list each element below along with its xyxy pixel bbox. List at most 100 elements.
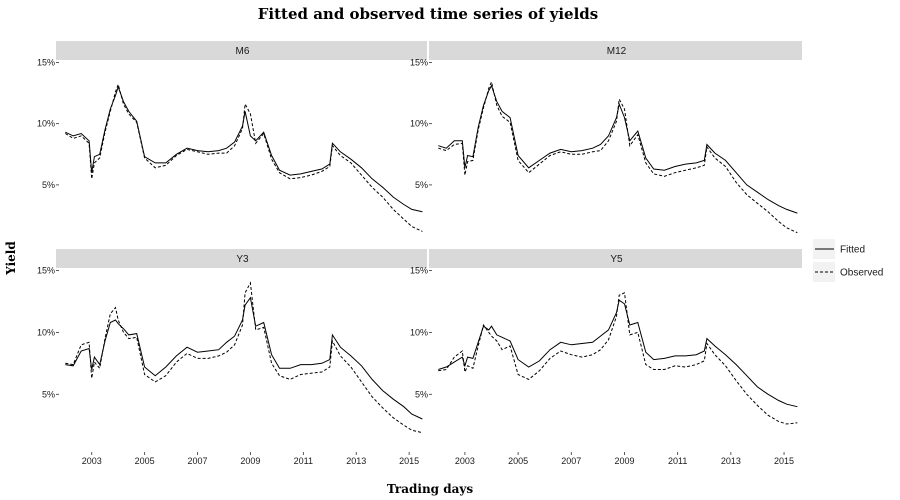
y-tick-label-y3-1: 10%	[37, 327, 55, 337]
data-point-y5-observed-13	[510, 345, 511, 346]
data-point-m12-fitted-37	[714, 153, 715, 154]
data-point-m12-observed-8	[483, 107, 484, 108]
data-point-y5-fitted-24	[616, 312, 617, 313]
data-point-y3-fitted-34	[321, 363, 322, 364]
series-line-y3-fitted	[65, 296, 423, 420]
data-point-m6-observed-32	[300, 177, 301, 178]
data-point-y3-fitted-17	[176, 355, 177, 356]
data-point-y3-observed-24	[242, 324, 243, 325]
data-point-y5-observed-44	[786, 423, 787, 424]
data-point-y3-fitted-22	[226, 342, 227, 343]
data-point-m6-observed-26	[250, 113, 251, 114]
data-point-m12-observed-42	[768, 211, 769, 212]
data-point-m12-fitted-40	[746, 184, 747, 185]
data-point-y3-observed-33	[311, 373, 312, 374]
data-point-y5-observed-40	[746, 394, 747, 395]
x-tick-label-y3-6: 2015	[399, 456, 419, 466]
data-point-m6-observed-43	[403, 219, 404, 220]
data-point-y5-observed-24	[616, 316, 617, 317]
data-point-y5-fitted-45	[797, 406, 798, 407]
data-point-m12-observed-41	[757, 203, 758, 204]
data-point-y3-observed-3	[89, 342, 90, 343]
facet-label-y3: Y3	[236, 254, 249, 265]
data-point-y3-observed-1	[73, 364, 74, 365]
data-point-y5-observed-19	[571, 354, 572, 355]
data-point-y3-fitted-10	[118, 323, 119, 324]
data-point-y3-fitted-3	[89, 348, 90, 349]
y-tick-label-y3-0: 5%	[42, 389, 55, 399]
data-point-y5-observed-25	[619, 295, 620, 296]
data-point-y5-fitted-17	[549, 349, 550, 350]
data-point-m12-observed-1	[446, 150, 447, 151]
data-point-y3-fitted-21	[218, 349, 219, 350]
data-point-m6-observed-27	[255, 143, 256, 144]
data-point-y5-fitted-9	[488, 329, 489, 330]
data-point-y3-fitted-33	[311, 364, 312, 365]
data-point-m6-fitted-44	[411, 209, 412, 210]
data-point-m12-observed-26	[624, 108, 625, 109]
data-point-m6-observed-2	[81, 135, 82, 136]
data-point-m12-fitted-5	[467, 155, 468, 156]
data-point-y5-observed-41	[757, 405, 758, 406]
data-point-y5-fitted-37	[714, 345, 715, 346]
data-point-m6-observed-17	[176, 155, 177, 156]
data-point-m12-fitted-36	[706, 144, 707, 145]
data-point-y5-observed-36	[706, 343, 707, 344]
data-point-m6-fitted-33	[311, 171, 312, 172]
y-tick-label-m12-1: 10%	[410, 119, 428, 129]
data-point-y3-observed-21	[218, 355, 219, 356]
data-point-m6-observed-4	[91, 178, 92, 179]
x-tick-label-y3-4: 2011	[294, 456, 313, 466]
data-point-y3-observed-30	[279, 375, 280, 376]
x-tick-label-y3-3: 2009	[240, 456, 260, 466]
data-point-y5-fitted-29	[645, 352, 646, 353]
data-point-m12-observed-14	[518, 160, 519, 161]
data-point-y3-observed-7	[104, 338, 105, 339]
data-point-y5-observed-23	[608, 339, 609, 340]
data-point-y5-fitted-32	[674, 355, 675, 356]
data-point-m6-fitted-22	[226, 148, 227, 149]
data-point-m6-observed-30	[279, 172, 280, 173]
data-point-m6-observed-13	[136, 122, 137, 123]
data-point-y5-observed-35	[704, 360, 705, 361]
data-point-y5-fitted-33	[685, 355, 686, 356]
legend-label-fitted: Fitted	[840, 245, 865, 256]
data-point-m12-fitted-29	[645, 157, 646, 158]
data-point-y5-observed-5	[467, 365, 468, 366]
data-point-m12-observed-16	[539, 164, 540, 165]
data-point-m6-fitted-37	[340, 151, 341, 152]
data-point-y3-fitted-8	[110, 322, 111, 323]
y-tick-label-y5-2: 15%	[410, 265, 428, 275]
data-point-y5-observed-9	[488, 332, 489, 333]
data-point-m6-observed-20	[208, 154, 209, 155]
data-point-m6-fitted-1	[73, 135, 74, 136]
data-point-m12-observed-9	[488, 88, 489, 89]
data-point-y5-fitted-3	[462, 357, 463, 358]
data-point-y5-observed-16	[539, 370, 540, 371]
data-point-m12-fitted-17	[549, 153, 550, 154]
data-point-m12-fitted-38	[725, 160, 726, 161]
data-point-y3-observed-19	[197, 358, 198, 359]
data-point-y3-observed-37	[340, 355, 341, 356]
data-point-y5-observed-32	[674, 365, 675, 366]
data-point-y3-fitted-42	[393, 399, 394, 400]
data-point-m6-fitted-3	[89, 140, 90, 141]
data-point-y5-fitted-26	[624, 303, 625, 304]
data-point-y5-fitted-43	[778, 400, 779, 401]
data-point-y5-observed-10	[491, 336, 492, 337]
data-point-y3-observed-25	[245, 292, 246, 293]
data-point-y3-observed-4	[91, 378, 92, 379]
data-point-y3-fitted-43	[403, 406, 404, 407]
data-point-m12-observed-31	[664, 176, 665, 177]
data-point-m12-observed-37	[714, 157, 715, 158]
data-point-m12-fitted-20	[581, 150, 582, 151]
data-point-m6-observed-10	[118, 84, 119, 85]
data-point-m12-fitted-3	[462, 140, 463, 141]
data-point-y3-fitted-41	[382, 390, 383, 391]
data-point-m6-observed-0	[65, 133, 66, 134]
data-point-m12-fitted-26	[624, 117, 625, 118]
chart-title: Fitted and observed time series of yield…	[258, 5, 598, 23]
data-point-y5-observed-27	[629, 334, 630, 335]
